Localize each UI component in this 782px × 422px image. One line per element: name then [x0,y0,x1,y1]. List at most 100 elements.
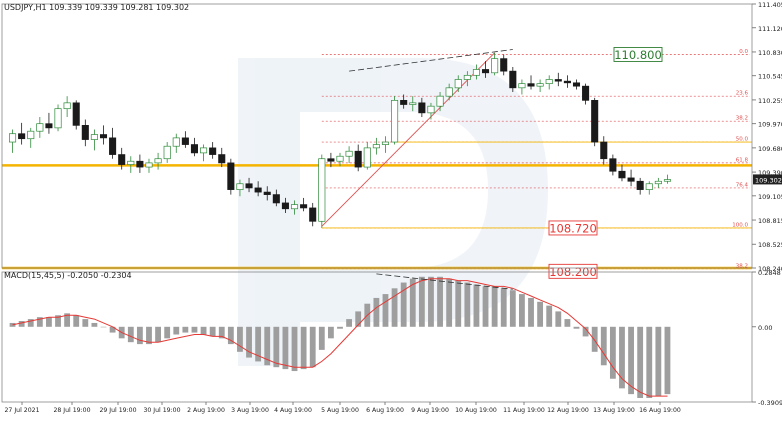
macd-bar [537,301,544,327]
price-y-tick-label: 109.390 [758,169,782,177]
macd-panel-border [1,271,753,403]
candle-body [127,160,135,165]
macd-bar [446,278,453,327]
candle-body [236,183,244,190]
candle-body [336,155,344,162]
macd-bar [282,326,289,370]
macd-bar [109,326,116,333]
macd-bar [519,294,525,327]
candle-body [218,154,226,164]
fib-level-label: 38.2 [736,116,748,122]
candle-body [63,102,71,110]
macd-bar [473,284,480,327]
candle-body [400,99,408,105]
macd-bar [36,317,43,327]
candle-body [27,130,35,140]
macd-bar [500,288,507,327]
candle-body [454,79,462,89]
macd-bar [264,326,271,366]
candle-body [327,158,335,162]
key-level-box [548,220,598,236]
price-y-tick-label: 110.830 [758,49,782,57]
candle-body [54,108,62,129]
macd-bar [291,326,298,372]
price-y-tick-label: 108.240 [758,265,782,273]
x-tick-label: 29 Jul 19:00 [99,407,136,414]
macd-bar [664,326,671,395]
fib-level-label: 61.8 [736,157,749,163]
candle-body [409,102,417,105]
candle-body [109,137,117,155]
x-tick-label: 10 Aug 19:00 [455,407,497,414]
price-panel-border [1,3,753,269]
candle-body [118,154,126,165]
macd-bar [146,326,152,345]
candle-body [99,134,108,139]
macd-bar [437,276,443,327]
macd-bar [200,326,207,335]
candle-body [318,158,326,222]
x-tick-label: 3 Aug 19:00 [231,407,269,414]
axes: 111.405 111.120 110.830 110.545 110.255 109.9… [1,1,782,414]
candle-body [190,144,198,154]
price-y-tick-label: 108.815 [758,217,782,225]
candle-body [600,141,608,160]
macd-bar [391,288,398,327]
price-y-tick-label: 109.970 [758,121,782,129]
macd-bar [455,280,462,327]
macd-bar [73,315,80,327]
macd-bar [82,319,89,327]
macd-bar [227,326,234,345]
x-tick-label: 28 Jul 19:00 [53,407,90,414]
fib-level-label: 100.0 [732,222,748,228]
macd-bar [400,282,407,327]
macd-bar [428,276,434,327]
macd-bar [209,326,216,337]
macd-bar [546,305,553,327]
macd-bar [491,286,498,327]
candle-body [354,150,362,168]
candle-body [81,125,89,140]
macd-bar [237,326,243,352]
candle-body [582,85,590,101]
candle-body [90,134,98,140]
macd-bar [464,282,471,327]
macd-bar [355,311,362,327]
price-y-tick-label: 109.680 [758,145,782,153]
candle-body [281,202,289,210]
x-tick-label: 27 Jul 2021 [4,407,39,414]
price-y-tick-label: 110.255 [758,97,782,105]
price-divergence-line [349,49,513,72]
macd-y-tick-label: 0.2848 [758,269,781,277]
macd-bar [619,326,625,389]
candle-body [145,162,153,168]
candle-body [554,79,562,82]
x-tick-label: 12 Aug 19:00 [547,407,589,414]
candle-body [463,74,471,80]
candle-body [209,147,217,155]
macd-bar [528,297,534,327]
price-y-tick-label: 111.120 [758,25,782,33]
candle-body [272,194,280,204]
candle-body [72,102,80,126]
key-level-label: 108.720 [549,221,597,235]
candle-body [18,133,26,140]
current-price-box [753,174,782,185]
price-y-tick-label: 108.525 [758,241,782,249]
candle-body [227,162,235,190]
candle-body [482,69,490,74]
candle-body [663,179,671,182]
macd-panel [9,273,671,398]
candle-body [263,191,271,195]
fib-level-label: 76.4 [736,182,749,188]
macd-info-label: MACD(15,45,5) -0.2050 -0.2304 [4,271,132,280]
macd-bar [64,313,71,327]
macd-bar [346,319,353,327]
price-info-label: USDJPY,H1 109.339 109.339 109.281 109.30… [4,3,189,12]
macd-bar [327,326,334,339]
x-tick-label: 4 Aug 19:00 [274,407,312,414]
candle-body [572,82,581,87]
candle-body [618,170,626,179]
macd-bar [173,326,180,335]
